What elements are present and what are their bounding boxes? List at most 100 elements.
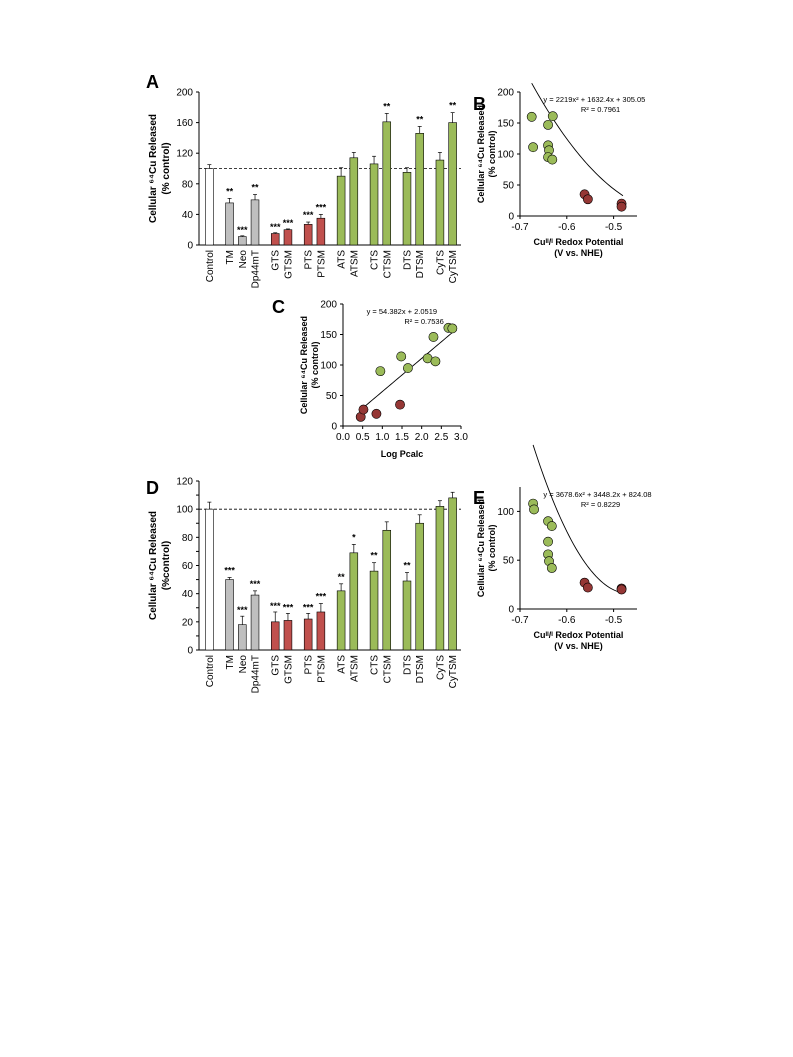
panel-label-e: E [473, 488, 486, 508]
panel-c-data-point [428, 332, 439, 342]
panel-c-y-axis-title: (% control) [310, 342, 320, 389]
panel-b-y-tick-label: 100 [497, 150, 514, 161]
panel-d-bar [283, 620, 293, 651]
panel-a-bar [415, 133, 424, 246]
panel-b-x-axis-title: Cuᴵᴵ/ᴵ Redox Potential [534, 237, 624, 247]
panel-e-x-tick-label: -0.7 [511, 615, 529, 626]
panel-b-x-axis-title: (V vs. NHE) [554, 248, 603, 258]
panel-b-y-tick-label: 50 [503, 181, 515, 192]
panel-b-data-point [526, 111, 537, 122]
panel-a-bar [225, 202, 234, 246]
panel-a-category-label: ATSM [349, 250, 360, 277]
panel-e-y-tick-label: 100 [497, 507, 514, 518]
panel-a-bar [382, 121, 392, 246]
panel-a-bar [205, 168, 214, 246]
panel-b-y-tick-label: 150 [497, 119, 514, 130]
panel-d-category-label: ATS [337, 655, 348, 674]
panel-d-y-axis-title: Cellular ⁶⁴Cu Released [148, 511, 159, 620]
panel-c-x-tick-label: 2.5 [434, 432, 448, 443]
panel-d-bar [336, 590, 346, 651]
panel-b-x-tick-label: -0.7 [511, 222, 529, 233]
panel-a-category-label: TM [225, 250, 236, 264]
panel-a-y-tick-label: 200 [176, 88, 193, 99]
panel-d-y-tick-label: 20 [182, 617, 194, 628]
panel-c-y-tick-label: 200 [320, 300, 337, 311]
panel-a-bar [402, 172, 412, 246]
panel-c-x-tick-label: 0.5 [356, 432, 370, 443]
panel-d-bar [238, 624, 247, 651]
panel-a-category-label: CTS [370, 250, 381, 270]
panel-c-y-tick-label: 50 [326, 391, 338, 402]
panel-a-bar [369, 163, 379, 246]
panel-d-y-tick-label: 100 [176, 505, 193, 516]
panel-d-significance-marker: ** [371, 551, 379, 561]
panel-d-category-label: DTS [402, 655, 413, 675]
panel-label-a: A [146, 72, 159, 92]
panel-a-category-label: GTS [271, 250, 282, 271]
panel-c-equation: y = 54.382x + 2.0519 [367, 307, 437, 316]
panel-a-y-tick-label: 40 [182, 210, 194, 221]
panel-d-y-tick-label: 120 [176, 477, 193, 488]
panel-a-significance-marker: ** [383, 101, 391, 111]
panel-c-data-point [375, 366, 386, 376]
panel-d-y-axis-title: (%control) [161, 541, 172, 590]
panel-e-equation: y = 3678.6x² + 3448.2x + 824.08 [543, 490, 651, 499]
panel-e-y-axis-title: (% control) [487, 525, 497, 572]
panel-e-data-point [546, 521, 557, 531]
panel-d-category-label: GTSM [283, 655, 294, 684]
panel-d-significance-marker: *** [250, 579, 261, 589]
panel-b-trendline [531, 82, 624, 197]
panel-d-bar [303, 618, 313, 651]
panel-b-data-point [547, 111, 558, 122]
panel-b-y-axis-title: Cellular ⁶⁴Cu Released [476, 105, 486, 203]
panel-d-significance-marker: *** [283, 602, 294, 612]
panel-d-significance-marker: *** [270, 601, 281, 611]
panel-d-category-label: Dp44mT [251, 655, 262, 693]
panel-b-y-tick-label: 200 [497, 88, 514, 99]
panel-d-category-label: PTSM [316, 655, 327, 683]
panel-a-category-label: CyTS [435, 250, 446, 275]
panel-e-data-point [582, 582, 593, 593]
panel-a-category-label: CTSM [382, 250, 393, 278]
panel-a-y-tick-label: 0 [187, 241, 193, 252]
panel-d-bar [415, 522, 424, 651]
panel-c-x-tick-label: 3.0 [454, 432, 468, 443]
panel-a-category-label: ATS [337, 250, 348, 269]
panel-a-y-tick-label: 120 [176, 149, 193, 160]
panel-d-category-label: CTSM [382, 655, 393, 683]
panel-a-bar [435, 159, 445, 246]
panel-e-x-tick-label: -0.6 [558, 615, 576, 626]
panel-a-significance-marker: *** [237, 225, 248, 235]
panel-d-category-label: ATSM [349, 655, 360, 682]
panel-d-bar [316, 611, 326, 651]
panel-a-category-label: Dp44mT [251, 250, 262, 288]
panel-c-x-tick-label: 2.0 [415, 432, 429, 443]
panel-b-x-tick-label: -0.5 [605, 222, 623, 233]
panel-c-x-axis-title: Log Pcalc [381, 449, 424, 459]
panel-c-data-point [396, 351, 407, 362]
panel-e-x-tick-label: -0.5 [605, 615, 623, 626]
panel-b-data-point [547, 154, 558, 165]
panel-a-significance-marker: *** [303, 210, 314, 220]
panel-d-bar [448, 497, 457, 651]
panel-e-x-axis-title: Cuᴵᴵ/ᴵ Redox Potential [534, 630, 624, 640]
panel-c-x-tick-label: 1.5 [395, 432, 409, 443]
panel-b-data-point [582, 194, 593, 205]
panel-c-r-squared: R² = 0.7536 [404, 317, 443, 326]
panel-c-y-axis-title: Cellular ⁶⁴Cu Released [299, 316, 309, 414]
panel-c-x-tick-label: 1.0 [375, 432, 389, 443]
panel-d-significance-marker: *** [224, 565, 235, 575]
panel-a-bar [316, 217, 326, 246]
panel-d-bar [349, 552, 359, 651]
panel-c-data-point [402, 363, 413, 373]
panel-d-bar [250, 594, 260, 651]
panel-a-category-label: PTS [304, 250, 315, 270]
panel-a-significance-marker: *** [283, 218, 294, 228]
panel-c-x-tick-label: 0.0 [336, 432, 350, 443]
panel-a-significance-marker: ** [449, 101, 457, 111]
panel-c-data-point [430, 356, 441, 367]
panel-d-category-label: Neo [238, 655, 249, 674]
panel-d-category-label: GTS [271, 655, 282, 676]
panel-b-data-point [543, 119, 553, 130]
panel-d-category-label: CTS [370, 655, 381, 675]
